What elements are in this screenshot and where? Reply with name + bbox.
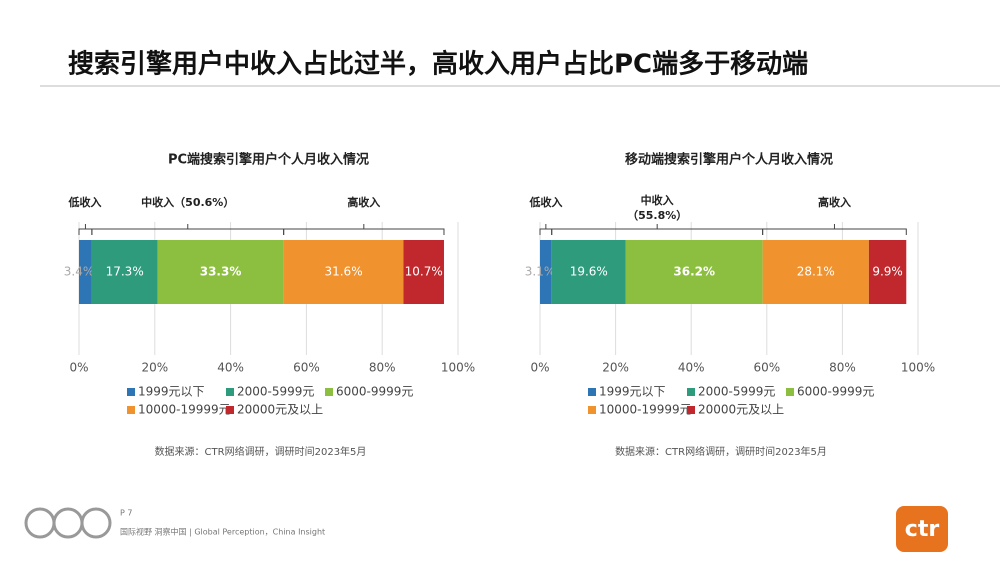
data-label: 36.2% [673, 265, 715, 279]
legend-label: 6000-9999元 [336, 385, 413, 399]
x-tick-label: 80% [829, 361, 856, 375]
bar-segment [868, 240, 907, 304]
data-label: 9.9% [872, 265, 903, 279]
legend-swatch [687, 388, 695, 396]
legend-swatch [325, 388, 333, 396]
data-label: 3.4% [64, 265, 95, 279]
x-tick-label: 60% [293, 361, 320, 375]
legend-swatch [226, 388, 234, 396]
x-tick-label: 40% [678, 361, 705, 375]
data-label: 31.6% [324, 265, 362, 279]
legend-label: 2000-5999元 [698, 385, 775, 399]
bracket [762, 224, 907, 235]
data-label: 33.3% [200, 265, 242, 279]
data-label: 28.1% [797, 265, 835, 279]
group-label: 高收入 [347, 195, 380, 209]
legend-swatch [588, 388, 596, 396]
legend-label: 10000-19999元 [599, 403, 692, 417]
legend-label: 1999元以下 [599, 385, 666, 399]
logo-box [896, 506, 948, 552]
group-label: 中收入 [641, 193, 674, 207]
chart-title: PC端搜索引擎用户个人月收入情况 [168, 152, 369, 168]
bar-segment [91, 240, 158, 304]
bar-segment [157, 240, 284, 304]
legend-swatch [786, 388, 794, 396]
legend-label: 10000-19999元 [138, 403, 231, 417]
x-tick-label: 20% [602, 361, 629, 375]
x-tick-label: 100% [441, 361, 475, 375]
x-tick-label: 20% [141, 361, 168, 375]
x-tick-label: 40% [217, 361, 244, 375]
group-label: 低收入 [529, 195, 563, 209]
legend-swatch [588, 406, 596, 414]
data-label: 3.1% [525, 265, 556, 279]
footer: 国际视野 洞察中国 | Global Perception，China Insi… [120, 527, 325, 537]
logo: ctr [905, 517, 940, 542]
group-label: 高收入 [818, 195, 851, 209]
bar-segment [403, 240, 444, 304]
bar-segment [79, 240, 92, 304]
bar-segment [625, 240, 763, 304]
group-label: 低收入 [68, 195, 102, 209]
legend-label: 2000-5999元 [237, 385, 314, 399]
legend-label: 20000元及以上 [698, 403, 784, 417]
x-tick-label: 0% [69, 361, 88, 375]
slide-title: 搜索引擎用户中收入占比过半，高收入用户占比PC端多于移动端 [68, 49, 808, 80]
bar-segment [551, 240, 626, 304]
bar-segment [283, 240, 404, 304]
bar-segment [540, 240, 552, 304]
legend-label: 1999元以下 [138, 385, 205, 399]
legend-swatch [127, 388, 135, 396]
bracket [283, 224, 445, 235]
data-label: 17.3% [106, 265, 144, 279]
legend-label: 6000-9999元 [797, 385, 874, 399]
legend-label: 20000元及以上 [237, 403, 323, 417]
legend-swatch [687, 406, 695, 414]
x-tick-label: 0% [530, 361, 549, 375]
legend-swatch [226, 406, 234, 414]
legend-swatch [127, 406, 135, 414]
x-tick-label: 80% [369, 361, 396, 375]
data-label: 10.7% [405, 265, 443, 279]
badges [24, 507, 112, 539]
bar-segment [762, 240, 869, 304]
page-number: P 7 [120, 509, 132, 518]
data-label: 19.6% [570, 265, 608, 279]
x-tick-label: 100% [901, 361, 935, 375]
source-note: 数据来源：CTR网络调研，调研时间2023年5月 [155, 445, 367, 458]
group-note: （55.8%） [627, 209, 687, 222]
chart-title: 移动端搜索引擎用户个人月收入情况 [625, 152, 833, 168]
source-note: 数据来源：CTR网络调研，调研时间2023年5月 [615, 445, 827, 458]
group-label: 中收入（50.6%） [141, 195, 234, 209]
x-tick-label: 60% [753, 361, 780, 375]
